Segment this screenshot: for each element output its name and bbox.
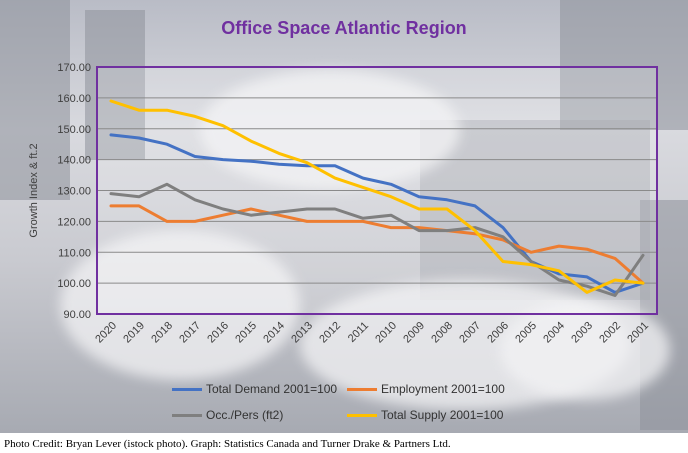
x-tick-label: 2016 [205, 320, 231, 346]
legend-swatch [347, 413, 377, 417]
x-tick-label: 2020 [93, 320, 119, 346]
chart-title: Office Space Atlantic Region [221, 18, 467, 38]
legend-item-occ-pers: Occ./Pers (ft2) [172, 408, 283, 422]
x-tick-label: 2006 [485, 320, 511, 346]
x-tick-label: 2007 [457, 320, 483, 346]
y-axis-title: Growth Index & ft.2 [28, 143, 40, 237]
series-line-total-supply-2001-100 [109, 99, 645, 294]
x-tick-label: 2004 [541, 320, 567, 346]
x-tick-label: 2017 [177, 320, 203, 346]
legend-label: Total Demand 2001=100 [206, 382, 338, 396]
y-tick-label: 140.00 [57, 155, 91, 167]
y-tick-label: 90.00 [63, 309, 91, 321]
series-line-occ-pers-ft2 [109, 182, 645, 297]
y-tick-label: 160.00 [57, 93, 91, 105]
x-tick-label: 2010 [373, 320, 399, 346]
series-line-total-demand-2001-100 [109, 133, 645, 294]
chart-background-photo [0, 0, 688, 433]
y-tick-label: 120.00 [57, 216, 91, 228]
legend-swatch [347, 387, 377, 391]
x-tick-label: 2015 [233, 320, 259, 346]
x-tick-label: 2014 [261, 320, 287, 346]
x-tick-label: 2009 [401, 320, 427, 346]
x-tick-label: 2019 [121, 320, 147, 346]
x-tick-label: 2013 [289, 320, 315, 346]
chart-plot: 90.00 100.00 110.00 120.00 130.00 140.00 150.0… [28, 62, 658, 346]
plot-frame [96, 66, 658, 315]
x-tick-label: 2005 [513, 320, 539, 346]
legend-label: Occ./Pers (ft2) [206, 408, 284, 422]
legend-item-employment: Employment 2001=100 [347, 382, 505, 396]
legend-label: Total Supply 2001=100 [381, 408, 504, 422]
x-tick-label: 2003 [569, 320, 595, 346]
y-tick-label: 100.00 [57, 278, 91, 290]
photo-credit: Photo Credit: Bryan Lever (istock photo)… [4, 438, 451, 450]
legend-swatch [172, 413, 202, 417]
legend-label: Employment 2001=100 [381, 382, 505, 396]
x-tick-label: 2012 [317, 320, 343, 346]
legend-swatch [172, 387, 202, 391]
x-tick-label: 2018 [149, 320, 175, 346]
series-line-employment-2001-100 [109, 204, 645, 285]
legend-item-total-supply: Total Supply 2001=100 [347, 408, 503, 422]
y-tick-label: 110.00 [58, 247, 91, 259]
x-tick-label: 2002 [597, 320, 623, 346]
x-tick-label: 2001 [625, 320, 651, 346]
x-tick-label: 2008 [429, 320, 455, 346]
y-tick-label: 170.00 [57, 62, 91, 74]
x-tick-label: 2011 [346, 320, 371, 345]
y-tick-label: 130.00 [57, 186, 91, 198]
y-tick-label: 150.00 [57, 124, 91, 136]
legend-item-total-demand: Total Demand 2001=100 [172, 382, 337, 396]
